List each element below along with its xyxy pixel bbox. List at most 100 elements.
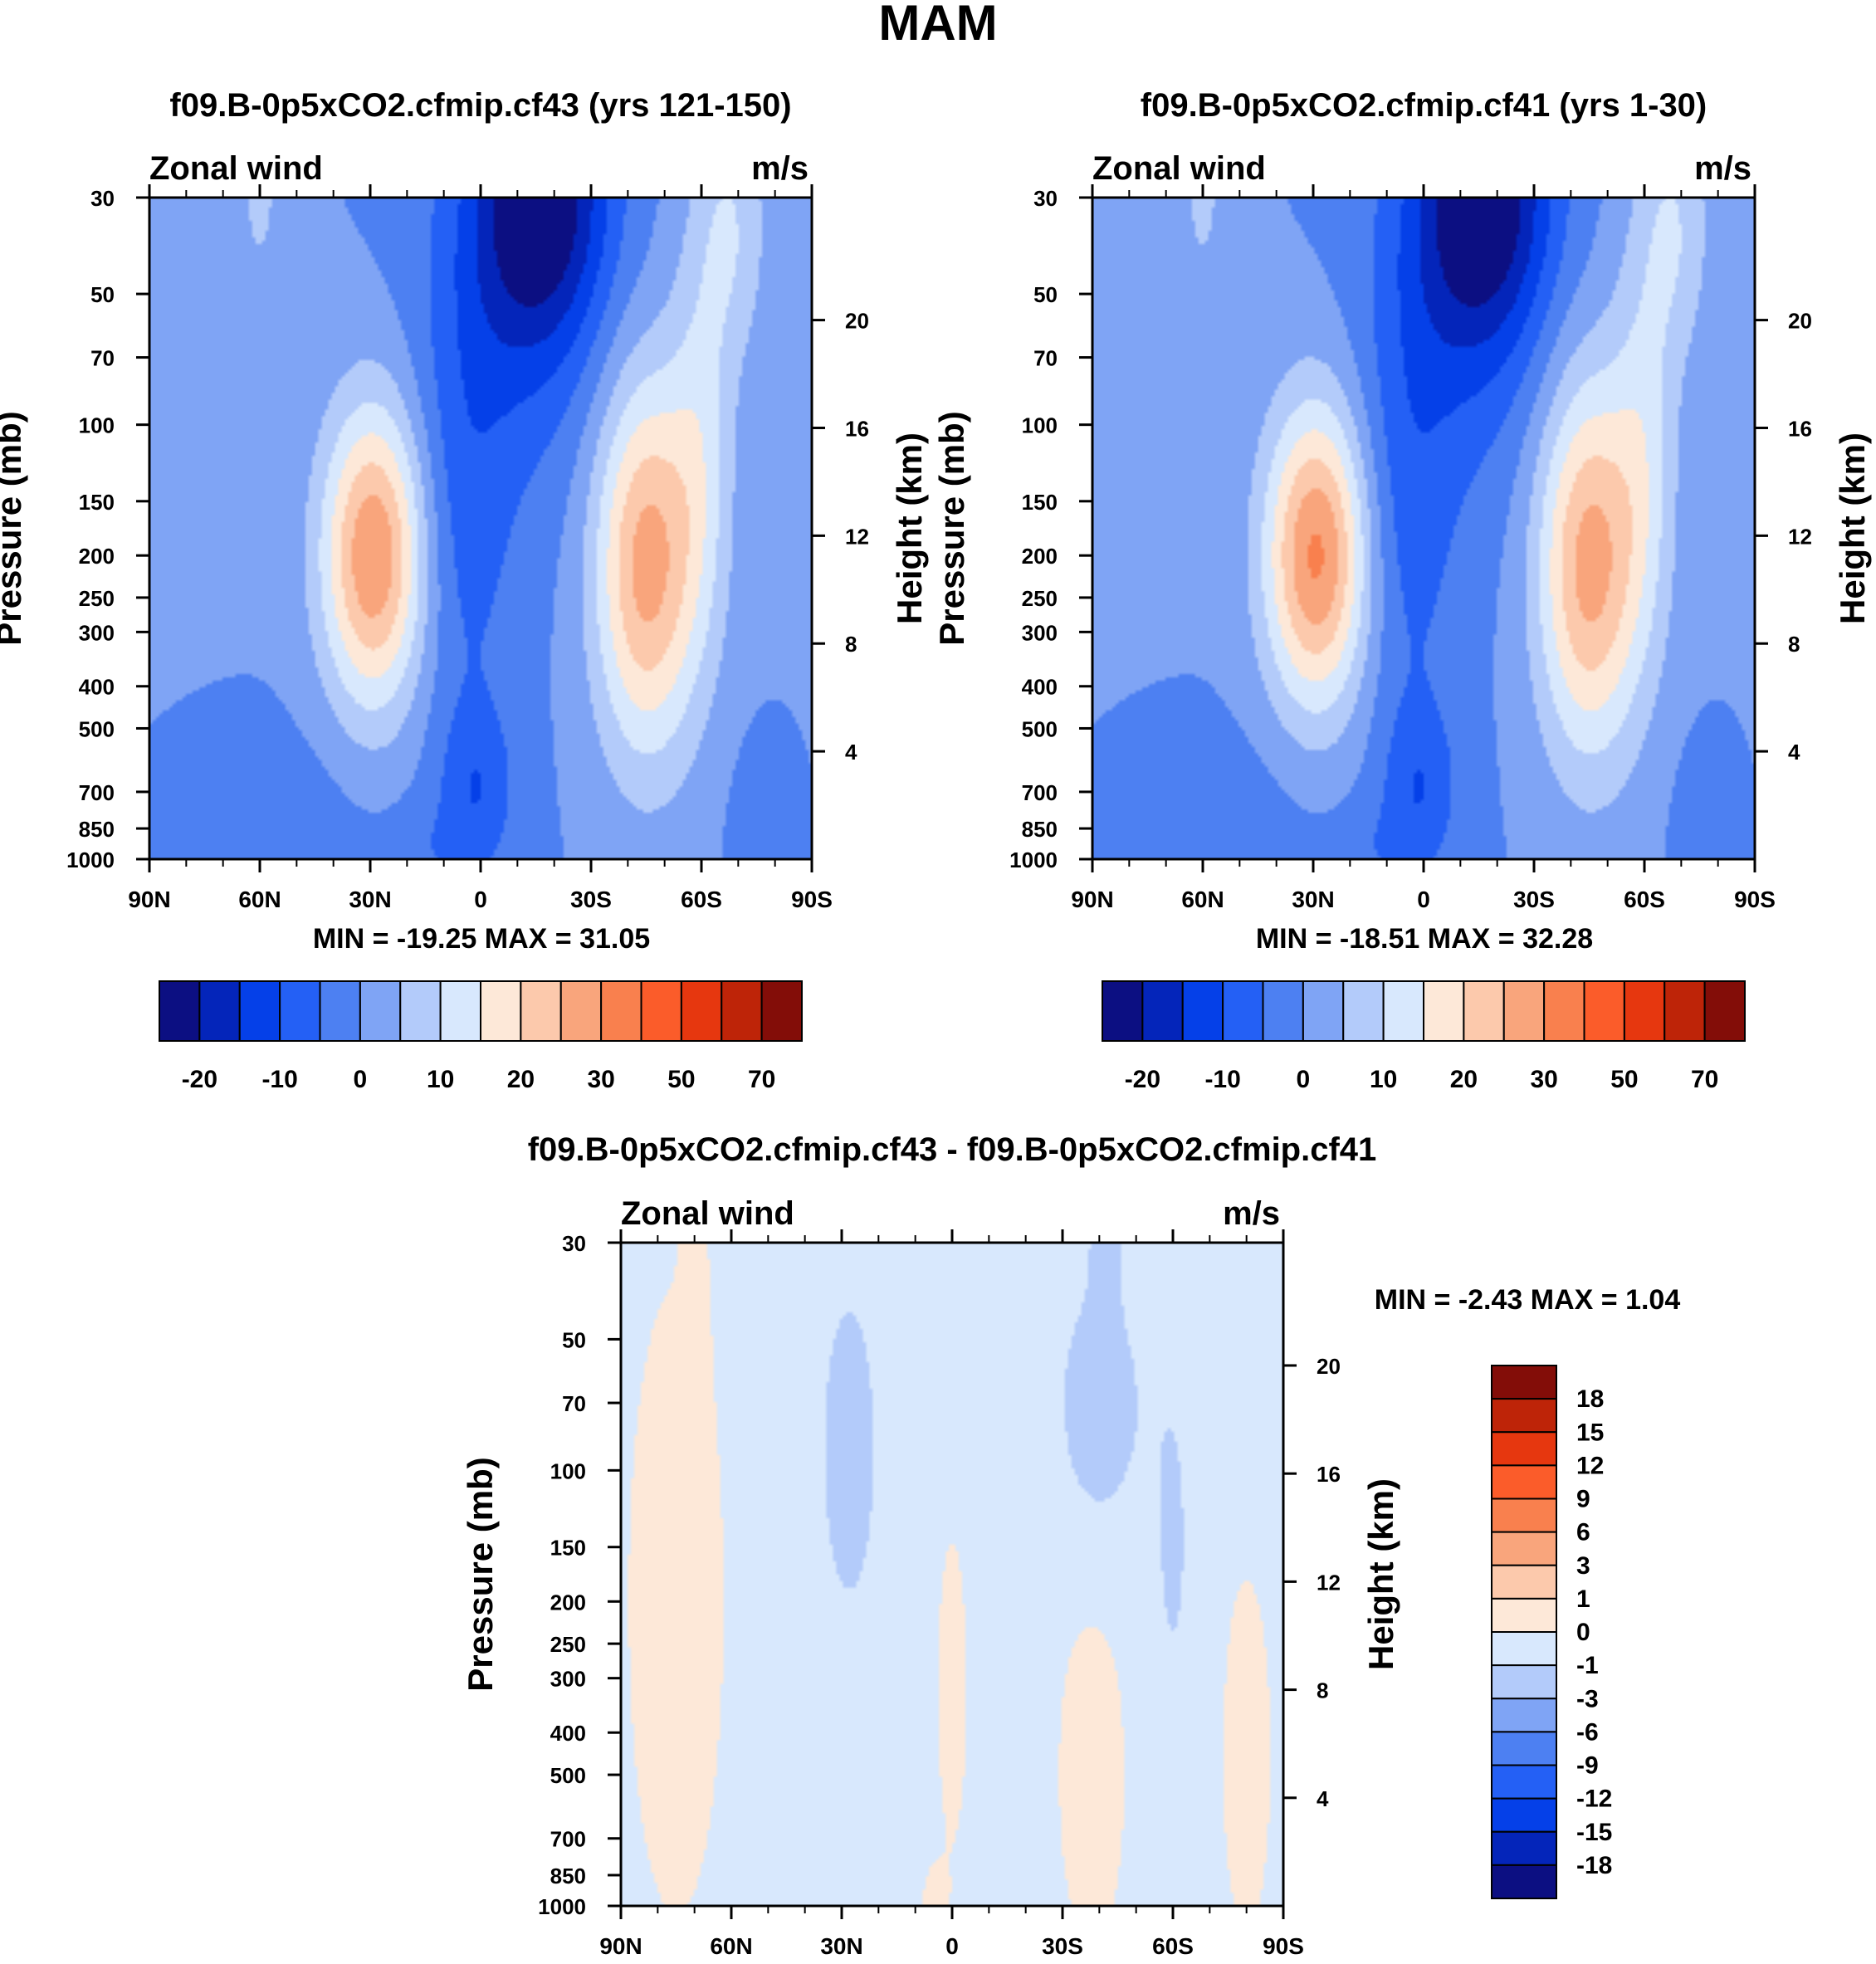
y-tick-label: 30	[90, 186, 115, 211]
contour-field	[149, 198, 812, 859]
height-tick-label: 4	[1788, 740, 1800, 765]
height-tick-label: 20	[845, 309, 869, 334]
height-tick-label: 8	[1788, 632, 1800, 657]
x-tick-label: 60S	[681, 887, 722, 912]
y-tick-label: 850	[79, 817, 115, 842]
y-tick-label: 30	[1033, 186, 1058, 211]
colorbar-label: -15	[1576, 1819, 1612, 1846]
y-tick-label: 400	[79, 675, 115, 700]
colorbar-box	[439, 980, 481, 1042]
units-label: m/s	[1694, 150, 1751, 187]
height-tick-label: 12	[1317, 1570, 1341, 1595]
colorbar-label: -20	[182, 1066, 217, 1093]
colorbar-box	[721, 980, 763, 1042]
colorbar-label: 0	[1297, 1066, 1311, 1093]
y-tick-label: 50	[90, 282, 115, 307]
colorbar-box	[238, 980, 281, 1042]
colorbar-label: 50	[1610, 1066, 1638, 1093]
height-tick-label: 16	[1788, 416, 1812, 441]
x-tick-label: 30S	[1513, 887, 1555, 912]
colorbar-box	[1382, 980, 1424, 1042]
colorbar-label: -1	[1576, 1652, 1599, 1679]
x-tick-label: 90S	[1263, 1933, 1304, 1959]
colorbar-box	[1102, 980, 1144, 1042]
colorbar-label: 6	[1576, 1519, 1590, 1546]
colorbar-box	[1222, 980, 1264, 1042]
x-tick-label: 90S	[1734, 887, 1776, 912]
colorbar-box	[1491, 1464, 1557, 1500]
colorbar-box	[559, 980, 603, 1042]
colorbar-box	[600, 980, 642, 1042]
panel-title: f09.B-0p5xCO2.cfmip.cf41 (yrs 1-30)	[1141, 87, 1707, 124]
colorbar-box	[1491, 1664, 1557, 1700]
x-tick-label: 30S	[1042, 1933, 1083, 1959]
colorbar-box	[480, 980, 522, 1042]
y-tick-label: 1000	[66, 848, 115, 872]
colorbar-label: 10	[1370, 1066, 1397, 1093]
y-tick-label: 1000	[1009, 848, 1058, 872]
colorbar-label: 12	[1576, 1452, 1604, 1479]
y-tick-label: 850	[550, 1864, 586, 1888]
colorbar-label: 30	[587, 1066, 614, 1093]
y-axis-label: Pressure (mb)	[461, 1457, 500, 1691]
colorbar-box	[1302, 980, 1345, 1042]
colorbar-label: 18	[1576, 1385, 1604, 1413]
contour-field	[621, 1243, 1283, 1906]
height-tick-label: 4	[1317, 1786, 1329, 1811]
y-tick-label: 200	[550, 1590, 586, 1615]
colorbar-box	[399, 980, 442, 1042]
colorbar-box	[1491, 1564, 1557, 1600]
colorbar-label: 15	[1576, 1419, 1604, 1446]
height-tick-label: 12	[1788, 524, 1812, 549]
x-tick-label: 0	[474, 887, 487, 912]
colorbar-box	[1491, 1830, 1557, 1866]
panel-diff: f09.B-0p5xCO2.cfmip.cf43 - f09.B-0p5xCO2…	[461, 1131, 1680, 1959]
colorbar-label: -12	[1576, 1786, 1612, 1813]
colorbar-box	[1141, 980, 1184, 1042]
x-tick-label: 60N	[238, 887, 281, 912]
y-tick-label: 700	[1022, 780, 1058, 805]
colorbar-box	[198, 980, 241, 1042]
colorbar-label: 0	[1576, 1619, 1590, 1646]
y-tick-label: 50	[562, 1327, 586, 1352]
y-tick-label: 400	[1022, 675, 1058, 700]
y-tick-label: 300	[1022, 620, 1058, 645]
x-tick-label: 0	[945, 1933, 959, 1959]
y-tick-label: 400	[550, 1721, 586, 1746]
height-tick-label: 12	[845, 524, 869, 549]
colorbar-label: -18	[1576, 1852, 1612, 1879]
colorbar-label: -6	[1576, 1718, 1599, 1746]
colorbar-label: -10	[261, 1066, 297, 1093]
height-tick-label: 16	[845, 416, 869, 441]
y-tick-label: 150	[550, 1536, 586, 1561]
x-tick-label: 90N	[599, 1933, 642, 1959]
x-tick-label: 90S	[791, 887, 833, 912]
colorbar-box	[1491, 1864, 1557, 1899]
colorbar: 18 15 12 9 6 3 1 0 -1 -3 -6 -9 -12 -15 -18	[1491, 1365, 1612, 1899]
colorbar-box	[1463, 980, 1505, 1042]
x-tick-label: 60N	[710, 1933, 752, 1959]
x-tick-label: 60S	[1624, 887, 1665, 912]
x-tick-label: 90N	[128, 887, 170, 912]
y-tick-label: 70	[90, 346, 115, 371]
colorbar-box	[1502, 980, 1546, 1042]
x-tick-label: 30S	[570, 887, 612, 912]
y-tick-label: 100	[550, 1458, 586, 1483]
colorbar: -20 -10 0 10 20 30 50 70	[1102, 980, 1746, 1093]
y-tick-label: 250	[1022, 586, 1058, 611]
x-tick-label: 30N	[1292, 887, 1334, 912]
y-tick-label: 300	[79, 620, 115, 645]
colorbar-box	[640, 980, 682, 1042]
variable-label: Zonal wind	[621, 1195, 794, 1232]
panel-title: f09.B-0p5xCO2.cfmip.cf43 (yrs 121-150)	[169, 87, 791, 124]
y-tick-label: 300	[550, 1667, 586, 1692]
right-axis-label: Height (km)	[890, 432, 929, 624]
colorbar-box	[1491, 1597, 1557, 1633]
colorbar-label: 70	[748, 1066, 775, 1093]
colorbar: -20 -10 0 10 20 30 50 70	[159, 980, 803, 1093]
panel-cf41: f09.B-0p5xCO2.cfmip.cf41 (yrs 1-30) Zonal…	[932, 87, 1872, 1093]
y-tick-label: 500	[550, 1763, 586, 1788]
y-tick-label: 500	[79, 716, 115, 741]
colorbar-box	[1491, 1764, 1557, 1800]
